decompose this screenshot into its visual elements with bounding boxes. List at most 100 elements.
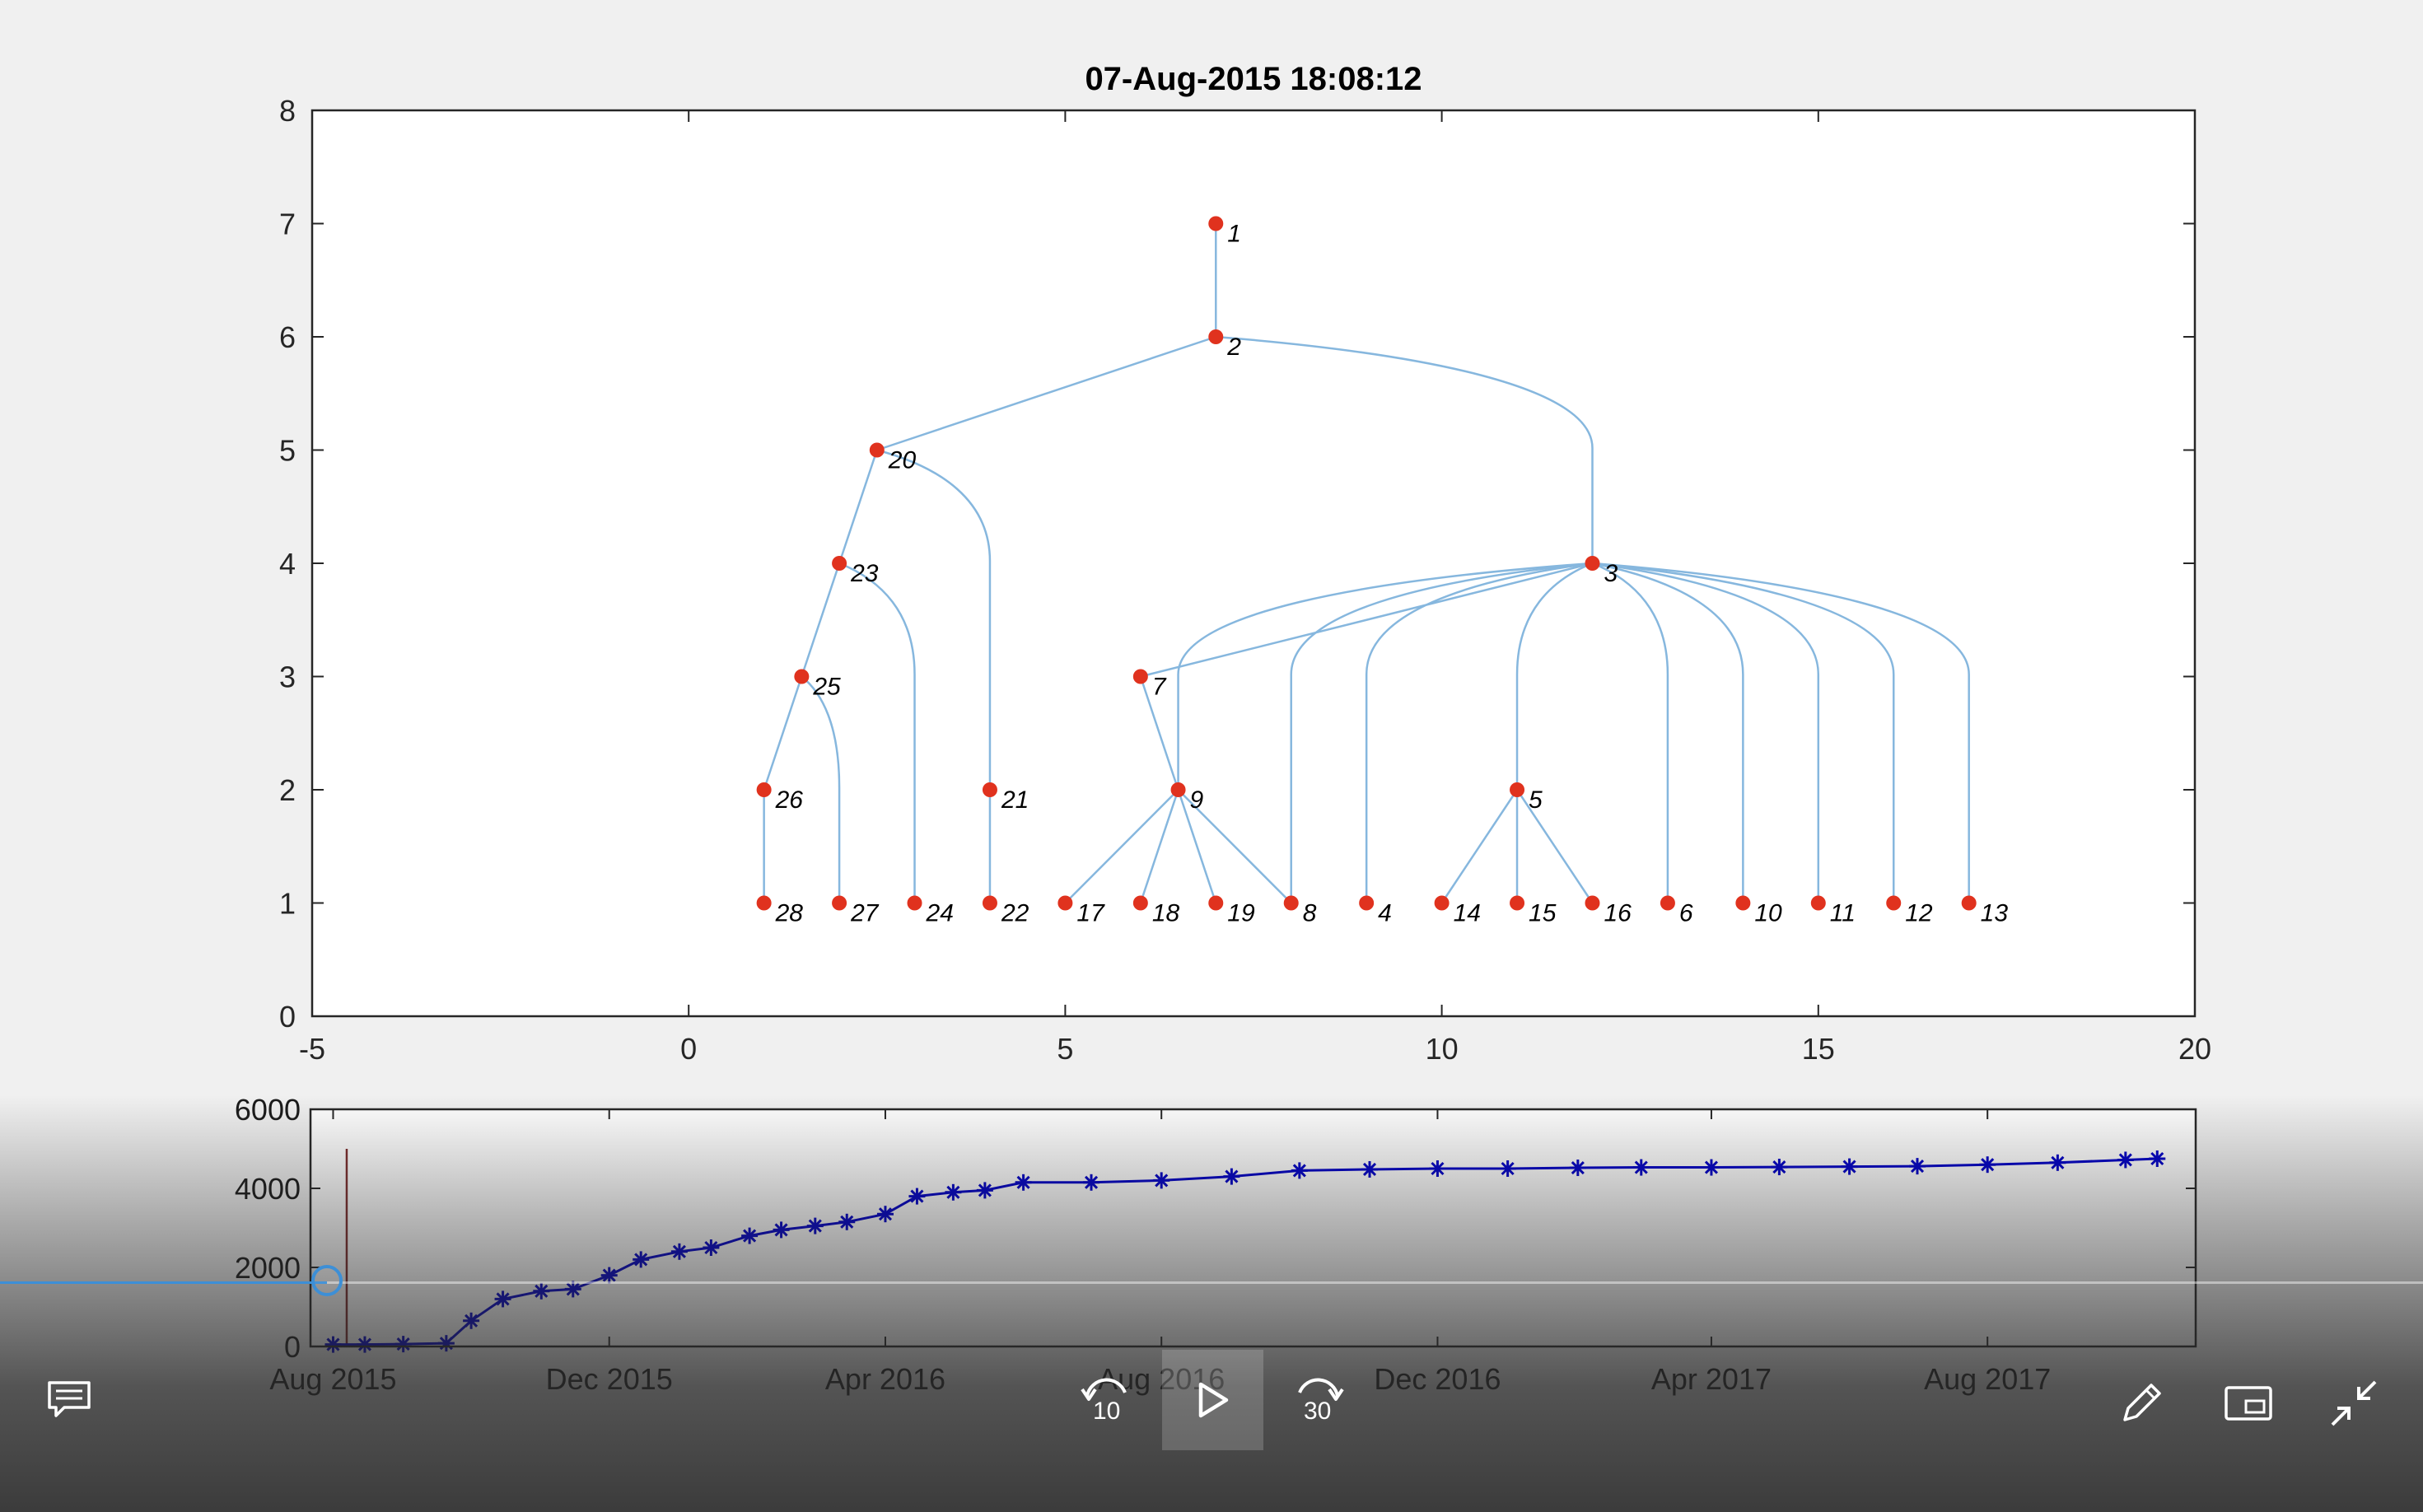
tree-ytick-label: 0 [279, 1000, 296, 1034]
rewind-10-label: 10 [1093, 1398, 1121, 1425]
tree-node-label: 9 [1190, 786, 1204, 814]
tree-node [1434, 895, 1450, 911]
series-point [1015, 1174, 1032, 1191]
rewind-10-button[interactable]: 10 [1075, 1371, 1137, 1434]
tree-edge [1515, 789, 1594, 904]
ts-ytick-label: 4000 [235, 1172, 301, 1206]
tree-node-label: 14 [1454, 900, 1481, 927]
tree-edge [1216, 335, 1594, 563]
tree-edge [1290, 562, 1593, 903]
tree-edge [876, 335, 1216, 451]
tree-node-label: 5 [1529, 786, 1543, 814]
tree-edge [1177, 789, 1292, 904]
tree-edge [1139, 789, 1179, 903]
tree-edge [1515, 562, 1593, 790]
tree-node [982, 895, 997, 911]
tree-ytick-label: 7 [279, 208, 296, 241]
play-button[interactable] [1162, 1350, 1263, 1450]
tree-edge [1177, 789, 1217, 903]
tree-node [869, 442, 885, 458]
pen-button[interactable] [2113, 1375, 2169, 1431]
series-point [1153, 1172, 1170, 1189]
ts-xtick-label: Aug 2017 [1924, 1362, 2051, 1396]
series-point [324, 1336, 342, 1353]
series-point [703, 1239, 720, 1256]
series-point [2049, 1154, 2066, 1171]
series-point [806, 1217, 824, 1234]
tree-edge [1592, 562, 1744, 903]
forward-30-label: 30 [1304, 1398, 1332, 1425]
series-point [356, 1336, 373, 1353]
series-point [394, 1336, 412, 1353]
tree-edge [801, 562, 841, 677]
tree-ytick-label: 2 [279, 773, 296, 807]
tree-node-label: 19 [1227, 900, 1255, 927]
exit-fullscreen-button[interactable] [2324, 1374, 2383, 1433]
ts-ytick-label: 2000 [235, 1251, 301, 1285]
seek-bar-thumb[interactable] [311, 1265, 343, 1296]
tree-node-label: 26 [775, 786, 804, 814]
tree-ytick-label: 5 [279, 434, 296, 468]
tree-node-label: 20 [888, 447, 917, 474]
series-point [1223, 1168, 1240, 1185]
tree-node [1961, 895, 1977, 911]
tree-node [1660, 895, 1675, 911]
series-point [1841, 1158, 1858, 1175]
series-point [976, 1182, 993, 1199]
tree-node [1208, 329, 1224, 344]
tree-node-label: 18 [1152, 900, 1180, 927]
tree-node [1283, 895, 1299, 911]
tree-node-label: 24 [926, 900, 954, 927]
tree-node [756, 782, 772, 797]
tree-node [794, 669, 810, 684]
series-point [633, 1251, 650, 1268]
ts-xtick-label: Aug 2015 [269, 1362, 396, 1396]
tree-node-label: 7 [1152, 674, 1167, 701]
rewind-10-icon [1081, 1378, 1127, 1401]
tree-node-label: 3 [1604, 560, 1618, 587]
tree-xtick-label: 20 [2178, 1032, 2211, 1066]
tree-node [1810, 895, 1826, 911]
tree-plot-title: 07-Aug-2015 18:08:12 [1085, 61, 1422, 97]
tree-edge [1592, 562, 1970, 903]
series-point [1429, 1160, 1446, 1177]
tree-node-label: 16 [1604, 900, 1632, 927]
tree-edge [876, 449, 992, 790]
tree-ytick-label: 1 [279, 887, 296, 921]
tree-node-label: 23 [850, 560, 879, 587]
tree-node-label: 11 [1830, 900, 1856, 927]
series-point [741, 1227, 759, 1244]
tree-xtick-label: 0 [680, 1032, 697, 1066]
tree-node [1132, 669, 1148, 684]
tree-node [907, 895, 922, 911]
ts-ytick-label: 6000 [235, 1093, 301, 1127]
tree-node [1510, 782, 1525, 797]
tree-node-label: 13 [1981, 900, 2009, 927]
ts-xtick-label: Apr 2017 [1651, 1362, 1772, 1396]
tree-edge [838, 562, 916, 903]
series-point [1291, 1162, 1308, 1179]
ts-xtick-label: Dec 2016 [1374, 1362, 1501, 1396]
tree-xtick-label: 5 [1057, 1032, 1073, 1066]
tree-node-label: 17 [1076, 900, 1105, 927]
tree-edge [838, 450, 878, 564]
forward-30-button[interactable]: 30 [1287, 1371, 1350, 1434]
series-point [1569, 1160, 1586, 1177]
captions-button[interactable] [40, 1375, 99, 1425]
series-point [463, 1312, 480, 1329]
tree-node [1886, 895, 1902, 911]
tree-node [1208, 895, 1224, 911]
series-point [1083, 1174, 1100, 1191]
tree-node [756, 895, 772, 911]
series-point [1771, 1159, 1788, 1176]
tree-node-label: 10 [1754, 900, 1782, 927]
seek-bar[interactable] [0, 1281, 2423, 1284]
tree-edge [1139, 676, 1179, 791]
tree-node [982, 782, 997, 797]
picture-in-picture-button[interactable] [2219, 1375, 2278, 1431]
series-point [1632, 1159, 1650, 1176]
series-point [1702, 1159, 1720, 1176]
tree-edges [763, 223, 1970, 904]
